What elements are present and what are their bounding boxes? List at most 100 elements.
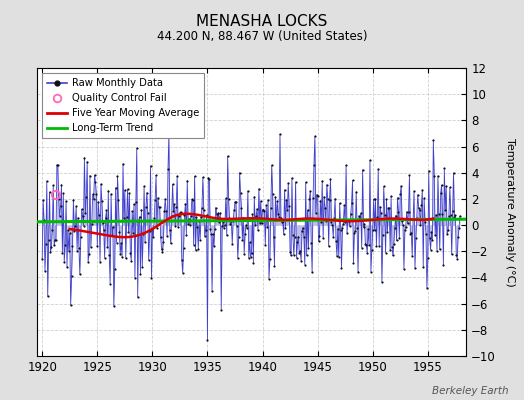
Point [190, 173, 199, 179]
Point [223, 232, 231, 238]
Point [187, 212, 195, 219]
Point [124, 229, 133, 235]
Point [372, 196, 380, 202]
Point [438, 182, 446, 188]
Point [323, 182, 331, 188]
Point [129, 230, 137, 236]
Y-axis label: Temperature Anomaly (°C): Temperature Anomaly (°C) [506, 138, 516, 286]
Point [427, 246, 435, 253]
Point [401, 224, 410, 230]
Point [429, 137, 438, 143]
Point [122, 255, 130, 262]
Point [240, 250, 248, 257]
Point [213, 216, 222, 223]
Point [119, 160, 127, 167]
Point [146, 227, 154, 234]
Point [285, 203, 293, 209]
Point [253, 206, 261, 212]
Point [399, 222, 407, 228]
Point [195, 218, 203, 224]
Point [302, 252, 311, 258]
Point [341, 219, 350, 225]
Point [117, 240, 125, 247]
Point [383, 196, 391, 202]
Point [77, 233, 85, 240]
Point [327, 218, 335, 225]
Point [48, 227, 57, 233]
Point [41, 268, 49, 274]
Point [115, 228, 124, 235]
Point [343, 230, 351, 236]
Point [160, 208, 169, 214]
Point [438, 211, 446, 218]
Point [428, 237, 436, 243]
Point [97, 181, 105, 187]
Point [78, 206, 86, 212]
Point [243, 225, 251, 232]
Point [315, 233, 324, 240]
Point [75, 245, 83, 252]
Point [168, 213, 176, 220]
Point [276, 131, 284, 137]
Point [237, 204, 246, 211]
Point [447, 251, 456, 258]
Point [201, 227, 210, 233]
Point [339, 220, 347, 227]
Point [234, 255, 242, 261]
Point [320, 194, 328, 200]
Point [149, 233, 158, 240]
Point [366, 157, 374, 163]
Point [297, 258, 305, 264]
Point [345, 218, 353, 224]
Point [308, 269, 316, 276]
Point [380, 212, 389, 218]
Point [39, 197, 47, 203]
Point [107, 191, 115, 197]
Point [197, 214, 205, 220]
Point [392, 237, 401, 244]
Point [451, 212, 460, 218]
Point [68, 273, 76, 279]
Point [245, 255, 253, 261]
Point [255, 186, 263, 192]
Point [378, 279, 386, 285]
Point [397, 183, 406, 189]
Point [340, 202, 348, 208]
Point [143, 190, 151, 196]
Point [211, 226, 219, 232]
Point [314, 238, 323, 244]
Point [353, 225, 361, 232]
Point [164, 166, 172, 172]
Point [394, 208, 402, 215]
Point [158, 248, 167, 255]
Point [140, 183, 148, 190]
Point [259, 207, 268, 213]
Point [242, 222, 250, 228]
Point [305, 196, 313, 202]
Point [398, 218, 406, 225]
Legend: Raw Monthly Data, Quality Control Fail, Five Year Moving Average, Long-Term Tren: Raw Monthly Data, Quality Control Fail, … [42, 73, 204, 138]
Point [355, 212, 363, 219]
Text: 44.200 N, 88.467 W (United States): 44.200 N, 88.467 W (United States) [157, 30, 367, 43]
Point [205, 176, 213, 182]
Point [439, 262, 447, 268]
Point [390, 225, 399, 232]
Point [66, 230, 74, 237]
Point [59, 190, 68, 197]
Point [450, 214, 458, 220]
Point [189, 197, 197, 204]
Point [433, 248, 441, 254]
Point [403, 220, 412, 227]
Point [370, 227, 379, 233]
Point [274, 211, 282, 218]
Point [444, 227, 452, 233]
Point [173, 173, 181, 180]
Point [386, 247, 395, 253]
Point [150, 214, 158, 221]
Point [64, 227, 72, 234]
Point [395, 235, 403, 242]
Point [70, 228, 79, 234]
Point [220, 225, 228, 231]
Point [449, 208, 457, 215]
Point [86, 244, 95, 250]
